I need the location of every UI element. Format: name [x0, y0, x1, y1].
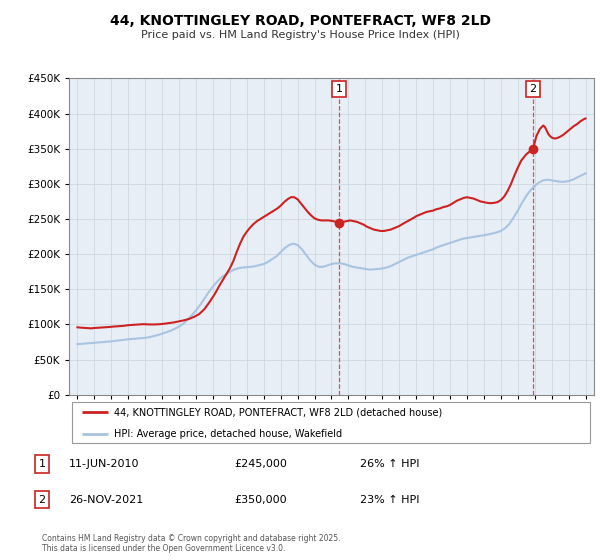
Text: HPI: Average price, detached house, Wakefield: HPI: Average price, detached house, Wake…: [113, 429, 342, 438]
Text: £245,000: £245,000: [234, 459, 287, 469]
Text: Contains HM Land Registry data © Crown copyright and database right 2025.
This d: Contains HM Land Registry data © Crown c…: [42, 534, 341, 553]
Text: 44, KNOTTINGLEY ROAD, PONTEFRACT, WF8 2LD: 44, KNOTTINGLEY ROAD, PONTEFRACT, WF8 2L…: [110, 14, 491, 28]
Text: 26% ↑ HPI: 26% ↑ HPI: [360, 459, 419, 469]
FancyBboxPatch shape: [71, 403, 590, 443]
Text: 2: 2: [38, 494, 46, 505]
Text: 44, KNOTTINGLEY ROAD, PONTEFRACT, WF8 2LD (detached house): 44, KNOTTINGLEY ROAD, PONTEFRACT, WF8 2L…: [113, 407, 442, 417]
Text: 11-JUN-2010: 11-JUN-2010: [69, 459, 139, 469]
Text: 1: 1: [335, 84, 343, 94]
Text: £350,000: £350,000: [234, 494, 287, 505]
Text: 23% ↑ HPI: 23% ↑ HPI: [360, 494, 419, 505]
Text: 1: 1: [38, 459, 46, 469]
Text: Price paid vs. HM Land Registry's House Price Index (HPI): Price paid vs. HM Land Registry's House …: [140, 30, 460, 40]
Text: 2: 2: [529, 84, 536, 94]
Text: 26-NOV-2021: 26-NOV-2021: [69, 494, 143, 505]
